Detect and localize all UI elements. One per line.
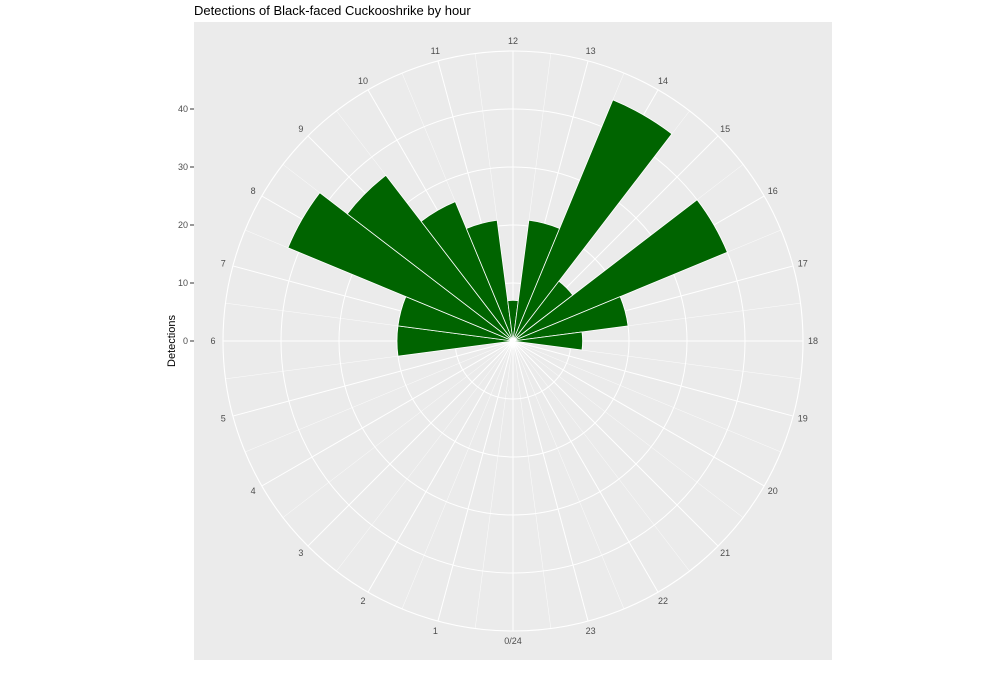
y-tick-label-40: 40 <box>178 104 188 114</box>
grid-spoke-1 <box>437 340 514 622</box>
grid-spoke-19 <box>512 340 794 417</box>
hour-label-2: 2 <box>360 596 365 606</box>
hour-label-11: 11 <box>431 46 440 56</box>
hour-label-18: 18 <box>808 336 818 346</box>
y-tick-label-20: 20 <box>178 220 188 230</box>
grid-spoke-2 <box>367 340 514 593</box>
hour-label-12: 12 <box>508 36 518 46</box>
grid-spoke-5 <box>232 340 514 417</box>
hour-label-15: 15 <box>720 124 730 134</box>
hour-label-1: 1 <box>433 626 438 636</box>
y-axis-label: Detections <box>166 315 178 367</box>
grid-spoke-minor <box>512 340 690 572</box>
hour-label-16: 16 <box>768 186 778 196</box>
y-axis: 0 10 20 30 40 <box>178 104 194 346</box>
hour-label-8: 8 <box>251 186 256 196</box>
hour-label-23: 23 <box>586 626 596 636</box>
grid-spoke-minor <box>336 340 514 572</box>
hour-label-4: 4 <box>251 486 256 496</box>
bar-hour-8 <box>287 192 514 342</box>
chart-title: Detections of Black-faced Cuckooshrike b… <box>194 3 471 18</box>
grid-spoke-minor <box>512 340 744 518</box>
grid-spoke-minor <box>512 340 552 629</box>
grid-spoke-4 <box>261 340 514 487</box>
y-tick-label-30: 30 <box>178 162 188 172</box>
grid-spoke-21 <box>512 340 719 547</box>
hour-label-0/24: 0/24 <box>504 636 522 646</box>
bar-hour-14 <box>512 99 673 342</box>
bar-hour-18 <box>512 331 583 351</box>
hour-label-20: 20 <box>768 486 778 496</box>
grid-spoke-minor <box>474 340 514 629</box>
bar-hour-9 <box>346 174 514 342</box>
bar-hour-16 <box>512 199 728 342</box>
bar-layer <box>287 99 728 357</box>
hour-label-14: 14 <box>658 76 668 86</box>
hour-label-21: 21 <box>720 548 730 558</box>
hour-label-10: 10 <box>358 76 368 86</box>
hour-label-layer: 0/24123456789101112131415161718192021222… <box>210 36 818 646</box>
grid-spoke-20 <box>512 340 765 487</box>
bar-hour-10 <box>420 201 514 342</box>
grid-spoke-minor <box>282 340 514 518</box>
grid-spoke-22 <box>512 340 659 593</box>
hour-label-13: 13 <box>586 46 596 56</box>
grid-spoke-23 <box>512 340 589 622</box>
bar-hour-11 <box>465 219 514 342</box>
hour-label-6: 6 <box>210 336 215 346</box>
hour-label-5: 5 <box>221 414 226 424</box>
bar-hour-17 <box>512 296 629 342</box>
hour-label-3: 3 <box>298 548 303 558</box>
hour-label-9: 9 <box>298 124 303 134</box>
grid-spoke-minor <box>512 340 782 453</box>
hour-label-7: 7 <box>221 258 226 268</box>
grid-spoke-minor <box>512 340 625 610</box>
hour-label-17: 17 <box>798 258 808 268</box>
grid-spoke-minor <box>244 340 514 453</box>
hour-label-19: 19 <box>798 414 808 424</box>
y-tick-label-0: 0 <box>183 336 188 346</box>
grid-spoke-minor <box>401 340 514 610</box>
grid-spoke-3 <box>307 340 514 547</box>
y-tick-label-10: 10 <box>178 278 188 288</box>
hour-label-22: 22 <box>658 596 668 606</box>
